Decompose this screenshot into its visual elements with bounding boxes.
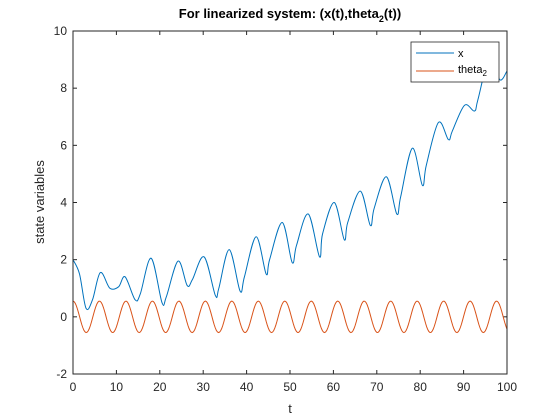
legend-box	[410, 41, 500, 83]
plot-box	[72, 30, 508, 375]
x-tick-label: 100	[497, 380, 517, 394]
x-tick-label: 70	[370, 380, 384, 394]
x-tick-label: 60	[327, 380, 341, 394]
plot-area	[73, 31, 507, 374]
x-axis-label: t	[288, 401, 292, 416]
x-tick-label: 50	[283, 380, 297, 394]
x-tick-label: 20	[153, 380, 167, 394]
y-tick-label: 0	[60, 310, 67, 324]
chart-title: For linearized system: (x(t),theta2(t))	[179, 6, 401, 24]
y-tick-label: 2	[60, 253, 67, 267]
x-tick-label: 90	[457, 380, 471, 394]
x-axis-ticks: 0 10 20 30 40 50 60 70 80 90 100	[70, 31, 517, 394]
x-tick-label: 10	[110, 380, 124, 394]
y-axis-label: state variables	[32, 160, 47, 244]
y-tick-label: 8	[60, 81, 67, 95]
series-line-x	[72, 53, 508, 311]
x-tick-label: 40	[240, 380, 254, 394]
y-tick-label: 10	[54, 24, 68, 38]
plot-series	[72, 53, 508, 334]
x-tick-label: 80	[414, 380, 428, 394]
y-tick-label: -2	[56, 367, 67, 381]
y-tick-label: 4	[60, 196, 67, 210]
y-tick-label: 6	[60, 138, 67, 152]
legend-label-theta2: theta2	[458, 64, 487, 78]
legend: x theta2	[410, 41, 500, 83]
x-tick-label: 30	[197, 380, 211, 394]
series-line-theta2	[72, 300, 508, 334]
legend-label-x: x	[458, 48, 464, 60]
x-tick-label: 0	[70, 380, 77, 394]
